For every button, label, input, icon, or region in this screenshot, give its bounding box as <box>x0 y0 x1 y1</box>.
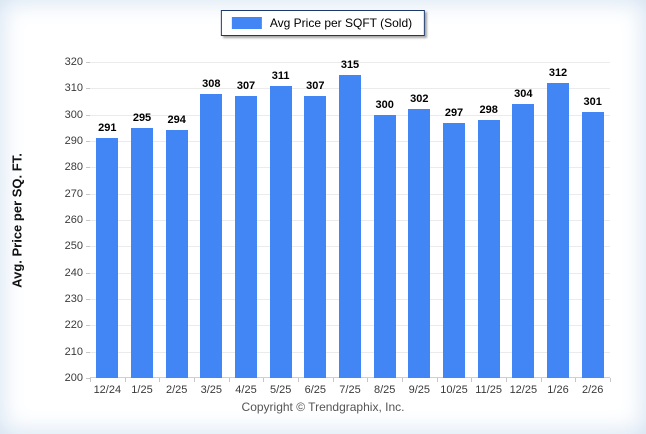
x-category-label: 2/26 <box>581 384 604 396</box>
y-tick-label: 230 <box>64 293 83 305</box>
x-category-label: 10/25 <box>440 384 468 396</box>
x-category-label: 9/25 <box>408 384 431 396</box>
bar <box>131 127 153 378</box>
y-tick-label: 220 <box>64 319 83 332</box>
x-category-label: 12/24 <box>93 384 122 396</box>
y-tick-mark <box>86 88 90 90</box>
y-tick-mark <box>86 246 90 248</box>
y-tick-label: 250 <box>64 240 83 253</box>
x-tick-mark <box>194 378 195 382</box>
x-category-label: 1/26 <box>547 384 569 396</box>
x-tick-mark <box>159 378 161 382</box>
legend-swatch-icon <box>231 17 262 29</box>
y-tick-mark <box>86 351 90 353</box>
y-tick-label: 240 <box>64 266 83 279</box>
x-category-label: 8/25 <box>373 384 396 396</box>
y-tick-mark <box>86 141 90 142</box>
bar <box>408 109 431 378</box>
x-tick-mark <box>540 378 542 382</box>
y-tick-label: 290 <box>64 135 83 147</box>
plot-area: 200 210 220 230 240 250 260 270 280 290 300 310 320 2… <box>65 56 611 396</box>
x-tick-mark <box>367 378 369 382</box>
y-tick-mark <box>86 62 90 63</box>
chart-legend: Avg Price per SQFT (Sold) <box>220 10 426 36</box>
x-tick-mark <box>471 378 473 382</box>
y-tick-label: 280 <box>64 161 83 174</box>
x-tick-mark <box>90 378 91 382</box>
x-category-label: 5/25 <box>269 384 292 396</box>
bar <box>235 96 257 378</box>
bar-value-label: 301 <box>583 96 602 109</box>
y-tick-label: 200 <box>64 372 83 384</box>
x-tick-mark <box>228 378 230 382</box>
y-tick-label: 210 <box>64 345 83 358</box>
bar-value-label: 308 <box>202 77 221 90</box>
y-tick-mark <box>86 299 90 300</box>
bar <box>512 104 535 378</box>
bar <box>165 130 188 378</box>
x-tick-mark <box>436 378 438 382</box>
x-category-label: 11/25 <box>475 384 503 396</box>
x-category-label: 4/25 <box>235 384 257 396</box>
legend-label: Avg Price per SQFT (Sold) <box>269 16 413 30</box>
bar <box>373 114 396 378</box>
y-tick-mark <box>86 378 90 379</box>
y-tick-label: 260 <box>64 214 83 226</box>
x-tick-mark <box>332 378 334 382</box>
bar-value-label: 294 <box>167 114 186 127</box>
bar-value-label: 302 <box>410 93 429 106</box>
bar-value-label: 311 <box>271 69 290 82</box>
x-category-label: 3/25 <box>200 384 223 396</box>
x-tick-mark <box>298 378 299 382</box>
bar-value-label: 304 <box>514 88 533 101</box>
x-category-label: 12/25 <box>509 384 538 396</box>
x-tick-mark <box>124 378 126 382</box>
bar-value-label: 315 <box>340 59 360 72</box>
y-axis-title: Avg. Price per SQ. FT. <box>9 153 25 288</box>
y-tick-label: 270 <box>64 187 83 200</box>
y-tick-mark <box>86 114 90 116</box>
bar <box>96 138 119 378</box>
bar-value-label: 295 <box>132 111 152 124</box>
bar <box>477 119 500 378</box>
y-tick-mark <box>86 272 90 274</box>
x-tick-mark <box>263 378 265 382</box>
bar <box>200 93 223 378</box>
gridline <box>90 62 610 63</box>
x-tick-mark <box>402 378 403 382</box>
bar-value-label: 307 <box>306 80 325 93</box>
x-category-label: 6/25 <box>304 384 327 396</box>
bar-value-label: 297 <box>444 106 464 119</box>
y-tick-label: 300 <box>64 108 83 121</box>
y-tick-mark <box>86 193 90 195</box>
y-tick-mark <box>86 220 90 221</box>
bar-value-label: 300 <box>375 98 394 111</box>
x-tick-mark <box>575 378 577 382</box>
bar-value-label: 307 <box>236 80 256 93</box>
bar <box>581 112 604 378</box>
bar <box>443 122 465 378</box>
bar <box>339 75 361 378</box>
y-tick-label: 320 <box>64 56 83 68</box>
x-category-label: 2/25 <box>165 384 188 396</box>
y-tick-label: 310 <box>64 82 83 95</box>
bar-value-label: 312 <box>548 67 568 80</box>
x-category-label: 1/25 <box>131 384 153 396</box>
copyright-text: Copyright © Trendgraphix, Inc. <box>241 400 405 414</box>
bar <box>304 96 327 378</box>
bar-value-label: 298 <box>479 103 498 116</box>
x-tick-mark <box>506 378 507 382</box>
x-category-label: 7/25 <box>339 384 361 396</box>
bar-value-label: 291 <box>98 122 117 135</box>
bar <box>547 83 569 378</box>
y-tick-mark <box>86 167 90 169</box>
y-tick-mark <box>86 325 90 327</box>
x-tick-mark <box>610 378 611 382</box>
bar <box>269 85 292 378</box>
